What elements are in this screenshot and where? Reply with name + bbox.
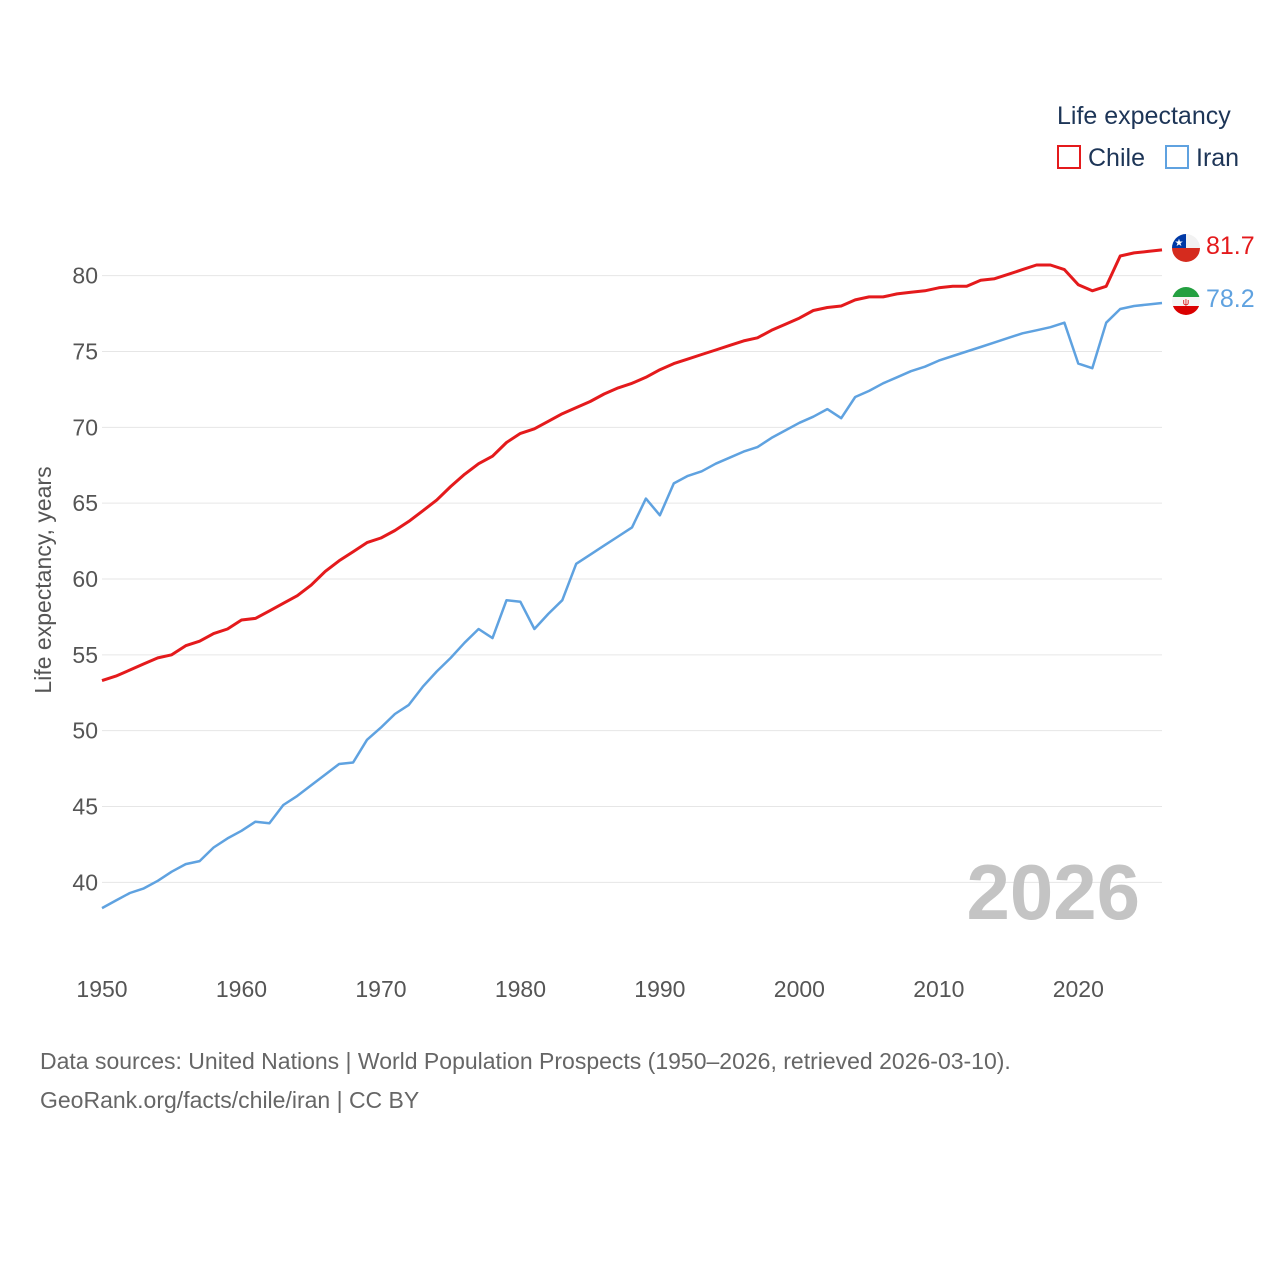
chile-flag-icon: ★	[1172, 234, 1200, 262]
legend-item-iran[interactable]: Iran	[1165, 144, 1239, 172]
y-tick-label: 80	[72, 263, 98, 289]
legend-title: Life expectancy	[1057, 102, 1231, 130]
svg-text:ψ: ψ	[1183, 297, 1189, 307]
x-tick-label: 1970	[355, 976, 406, 1002]
legend-label-chile: Chile	[1088, 144, 1145, 172]
end-label-iran: 78.2	[1206, 285, 1255, 313]
x-tick-label: 1990	[634, 976, 685, 1002]
y-tick-label: 50	[72, 718, 98, 744]
end-label-chile: 81.7	[1206, 232, 1255, 260]
y-axis-title: Life expectancy, years	[30, 466, 56, 693]
x-tick-label: 1960	[216, 976, 267, 1002]
y-tick-label: 70	[72, 414, 98, 440]
legend-swatch-chile	[1057, 145, 1081, 169]
y-tick-label: 40	[72, 869, 98, 895]
x-tick-label: 2010	[913, 976, 964, 1002]
y-tick-label: 75	[72, 339, 98, 365]
x-tick-label: 1950	[76, 976, 127, 1002]
y-axis-ticks: 40 45 50 55 60 65 70 75 80	[72, 263, 98, 896]
gridlines	[102, 275, 1162, 883]
legend-swatch-iran	[1165, 145, 1189, 169]
y-tick-label: 65	[72, 490, 98, 516]
series-line-iran[interactable]	[101, 301, 1163, 910]
series-line-chile[interactable]	[101, 248, 1163, 683]
x-tick-label: 1980	[495, 976, 546, 1002]
year-watermark: 2026	[966, 848, 1140, 936]
legend-item-chile[interactable]: Chile	[1057, 144, 1145, 172]
x-tick-label: 2000	[774, 976, 825, 1002]
source-line-2: GeoRank.org/facts/chile/iran | CC BY	[40, 1087, 420, 1113]
svg-text:★: ★	[1175, 238, 1184, 249]
legend-label-iran: Iran	[1196, 144, 1239, 172]
source-note: Data sources: United Nations | World Pop…	[40, 1042, 1011, 1120]
series-lines	[101, 248, 1163, 910]
y-tick-label: 55	[72, 642, 98, 668]
x-axis-ticks: 1950 1960 1970 1980 1990 2000 2010 2020	[76, 976, 1103, 1002]
y-tick-label: 45	[72, 794, 98, 820]
y-tick-label: 60	[72, 566, 98, 592]
source-line-1: Data sources: United Nations | World Pop…	[40, 1048, 1011, 1074]
iran-flag-icon: ψ	[1172, 287, 1200, 315]
x-tick-label: 2020	[1053, 976, 1104, 1002]
